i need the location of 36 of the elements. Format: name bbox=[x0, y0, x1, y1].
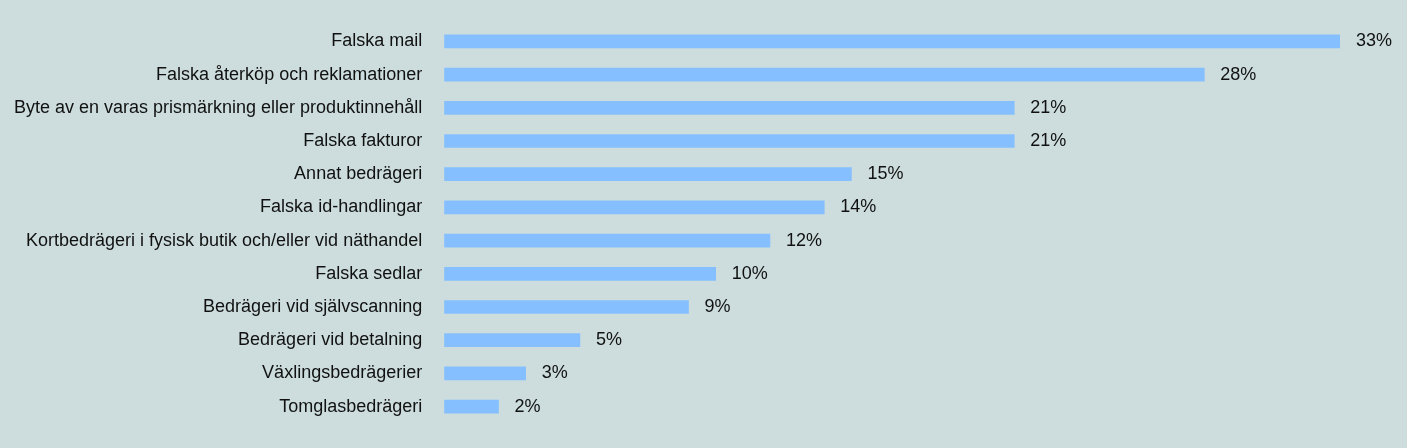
data-label: 10% bbox=[731, 262, 768, 283]
y-tick-label: Falska fakturor bbox=[303, 129, 423, 150]
data-label: 9% bbox=[704, 295, 731, 316]
bar bbox=[444, 34, 1340, 49]
bar bbox=[444, 333, 581, 348]
data-label: 33% bbox=[1356, 30, 1393, 51]
y-tick-label: Falska sedlar bbox=[315, 262, 423, 283]
y-tick-label: Falska mail bbox=[331, 30, 423, 51]
data-label: 28% bbox=[1220, 63, 1257, 84]
bar bbox=[444, 167, 852, 182]
bar bbox=[444, 67, 1205, 82]
bar bbox=[444, 134, 1015, 148]
y-tick-label: Tomglasbedrägeri bbox=[279, 395, 423, 416]
bar bbox=[444, 266, 716, 281]
bar bbox=[444, 233, 771, 248]
y-tick-label: Annat bedrägeri bbox=[294, 163, 423, 184]
y-tick-label: Växlingsbedrägerier bbox=[262, 362, 423, 383]
y-tick-label: Byte av en varas prismärkning eller produktinnehåll bbox=[13, 96, 423, 117]
y-tick-label: Falska återköp och reklamationer bbox=[156, 63, 423, 84]
data-label: 21% bbox=[1030, 129, 1067, 150]
bar bbox=[444, 366, 526, 381]
y-tick-label: Bedrägeri vid självscanning bbox=[203, 295, 423, 316]
data-label: 15% bbox=[867, 163, 904, 184]
data-label: 2% bbox=[514, 395, 541, 416]
data-label: 21% bbox=[1030, 96, 1067, 117]
data-label: 12% bbox=[785, 229, 822, 250]
data-label: 5% bbox=[595, 329, 622, 350]
bar bbox=[444, 300, 689, 314]
y-tick-label: Kortbedrägeri i fysisk butik och/eller vid näthandel bbox=[25, 229, 423, 250]
y-tick-label: Bedrägeri vid betalning bbox=[238, 329, 423, 350]
bar bbox=[444, 100, 1015, 115]
bar bbox=[444, 200, 825, 215]
data-label: 3% bbox=[541, 362, 568, 383]
data-label: 14% bbox=[840, 196, 877, 217]
bar bbox=[444, 399, 499, 414]
y-tick-label: Falska id-handlingar bbox=[260, 196, 423, 217]
